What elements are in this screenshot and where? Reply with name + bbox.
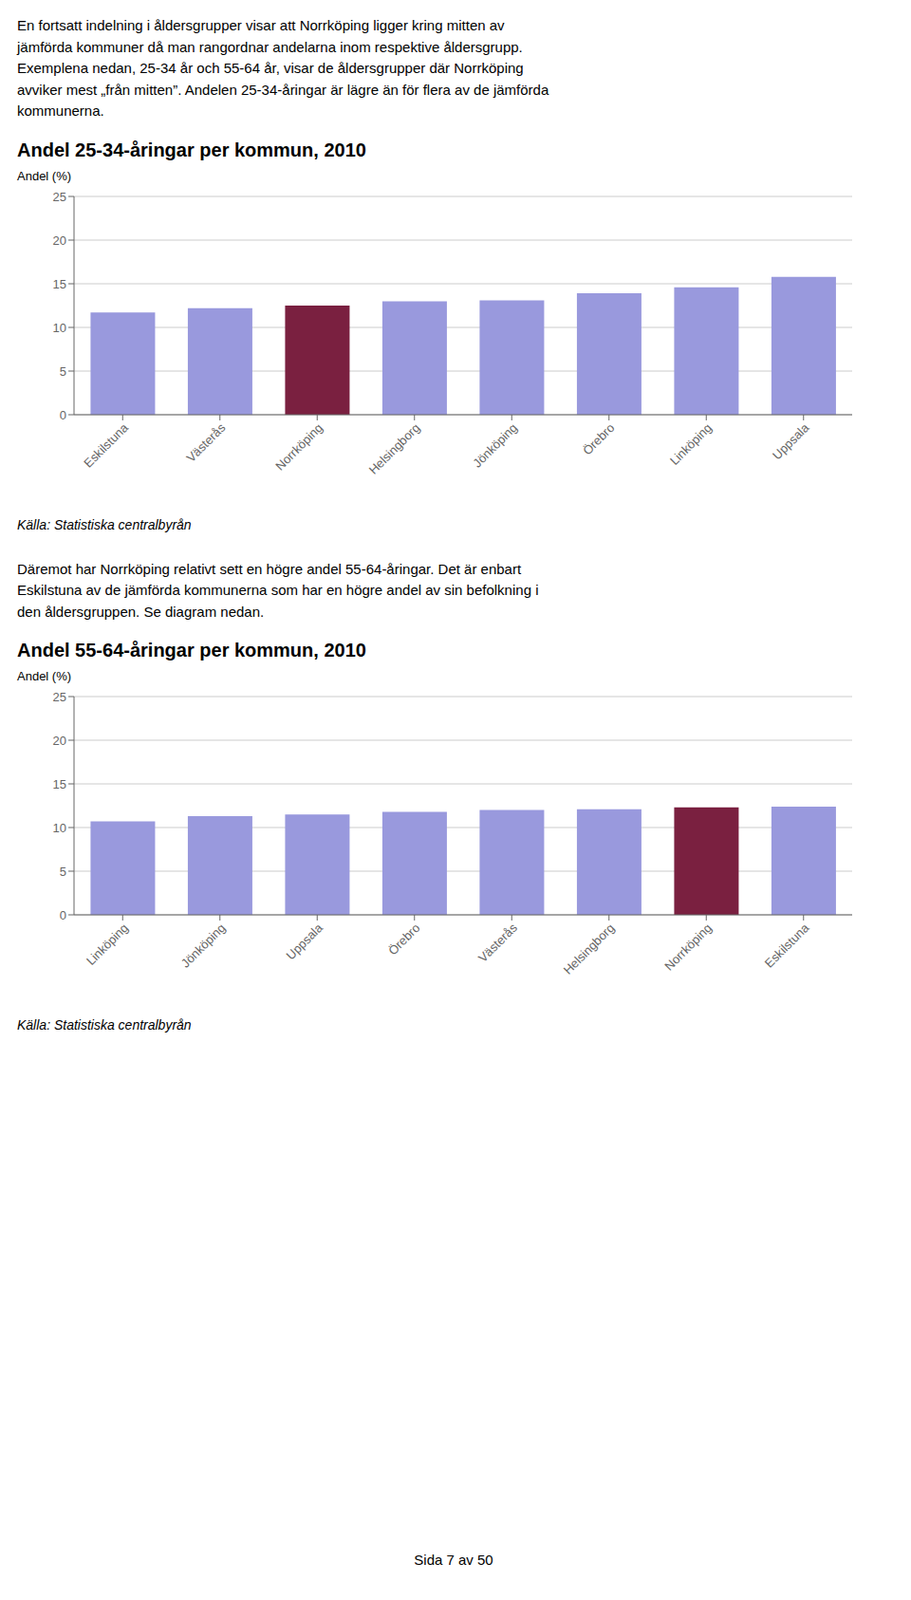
html-text:Andel 25-34-åringar per kommun: Andel 25-34-åringar per kommun, 2010: [17, 139, 367, 160]
svg-text:10: 10: [53, 820, 67, 836]
html-text:En fortsatt indelning i ålders: En fortsatt indelning i åldersgrupper vi…: [17, 17, 549, 119]
svg-text:0: 0: [59, 908, 67, 923]
svg-text:Örebro: Örebro: [385, 920, 423, 958]
html-text:Andel 55-64-åringar per kommun: Andel 55-64-åringar per kommun, 2010: [17, 639, 367, 661]
html-text:Källa: Statistiska centralbyrå: Källa: Statistiska centralbyrån: [17, 516, 192, 532]
svg-text:Linköping: Linköping: [667, 420, 715, 468]
svg-text:25: 25: [53, 689, 67, 705]
html-text:Däremot har Norrköping relativ: Däremot har Norrköping relativt sett en …: [17, 560, 539, 620]
svg-text:5: 5: [59, 363, 67, 378]
svg-text:Norrköping: Norrköping: [272, 420, 326, 474]
svg-text:Eskilstuna: Eskilstuna: [762, 919, 813, 970]
svg-text:Norrköping: Norrköping: [661, 920, 715, 974]
svg-text:Örebro: Örebro: [579, 420, 617, 458]
svg-text:Helsingborg: Helsingborg: [560, 920, 618, 978]
svg-text:Uppsala: Uppsala: [769, 419, 813, 463]
svg-text:15: 15: [53, 276, 67, 291]
svg-text:Jönköping: Jönköping: [469, 420, 521, 471]
svg-text:Västerås: Västerås: [184, 419, 229, 465]
svg-text:20: 20: [53, 733, 67, 748]
svg-text:20: 20: [53, 232, 67, 247]
svg-text:Helsingborg: Helsingborg: [366, 420, 424, 478]
svg-text:Eskilstuna: Eskilstuna: [80, 419, 131, 470]
html-text:Källa: Statistiska centralbyrå: Källa: Statistiska centralbyrån: [17, 1017, 192, 1033]
html-text:Andel (%): Andel (%): [17, 669, 72, 684]
svg-text:5: 5: [59, 864, 67, 879]
svg-text:25: 25: [53, 188, 67, 204]
html-text:Andel (%): Andel (%): [17, 168, 72, 183]
svg-text:10: 10: [53, 319, 67, 335]
svg-text:0: 0: [59, 407, 67, 422]
svg-text:Jönköping: Jönköping: [178, 920, 229, 971]
svg-text:15: 15: [53, 777, 67, 792]
svg-text:Västerås: Västerås: [475, 920, 521, 966]
svg-text:Linköping: Linköping: [83, 920, 131, 968]
html-text:Sida 7 av 50: Sida 7 av 50: [414, 1551, 494, 1568]
svg-text:Uppsala: Uppsala: [283, 920, 327, 964]
